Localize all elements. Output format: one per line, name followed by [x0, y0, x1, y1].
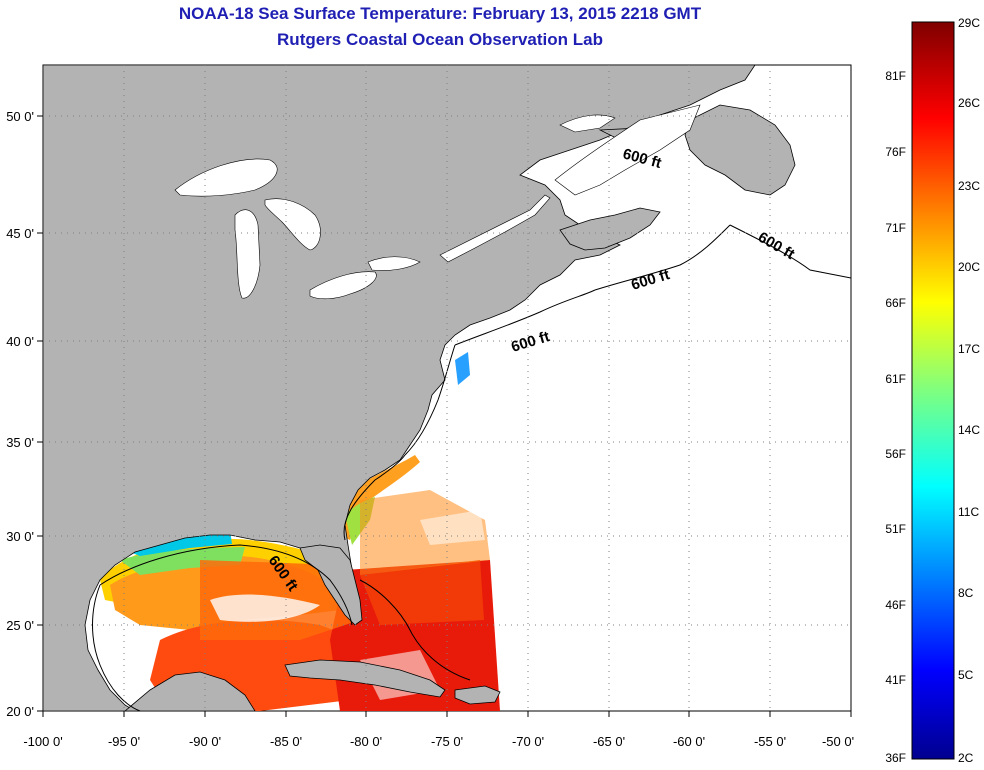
colorbar-label-celsius: 23C [958, 179, 980, 193]
lat-tick-label: 45 0' [6, 226, 34, 241]
colorbar-label-celsius: 26C [958, 96, 980, 110]
map-title: NOAA-18 Sea Surface Temperature: Februar… [178, 4, 702, 23]
map-subtitle: Rutgers Coastal Ocean Observation Lab [277, 30, 603, 49]
lon-tick-label: -65 0' [593, 734, 625, 749]
temperature-colorbar [911, 21, 955, 760]
lon-tick-label: -50 0' [822, 734, 854, 749]
colorbar-label-fahrenheit: 41F [885, 673, 906, 687]
colorbar-label-celsius: 29C [958, 16, 980, 30]
colorbar-label-fahrenheit: 81F [885, 69, 906, 83]
lat-tick-label: 40 0' [6, 334, 34, 349]
isobath-lines [92, 224, 851, 711]
colorbar-label-fahrenheit: 76F [885, 145, 906, 159]
lon-tick-label: -75 0' [431, 734, 463, 749]
lon-tick-label: -70 0' [512, 734, 544, 749]
colorbar-label-fahrenheit: 51F [885, 522, 906, 536]
colorbar-label-celsius: 8C [958, 586, 974, 600]
colorbar-label-celsius: 14C [958, 423, 980, 437]
colorbar-label-celsius: 20C [958, 260, 980, 274]
lon-tick-label: -55 0' [754, 734, 786, 749]
lat-tick-label: 25 0' [6, 618, 34, 633]
colorbar-label-fahrenheit: 36F [885, 751, 906, 765]
colorbar-label-fahrenheit: 56F [885, 447, 906, 461]
lon-tick-label: -85 0' [270, 734, 302, 749]
colorbar-label-celsius: 17C [958, 342, 980, 356]
lon-tick-label: -90 0' [189, 734, 221, 749]
colorbar-label-celsius: 5C [958, 668, 974, 682]
lon-tick-label: -80 0' [350, 734, 382, 749]
lat-tick-label: 35 0' [6, 435, 34, 450]
colorbar-label-fahrenheit: 71F [885, 221, 906, 235]
colorbar-label-fahrenheit: 61F [885, 372, 906, 386]
lon-tick-label: -95 0' [108, 734, 140, 749]
lon-tick-label: -100 0' [23, 734, 62, 749]
colorbar-label-fahrenheit: 66F [885, 296, 906, 310]
colorbar-label-celsius: 11C [958, 505, 979, 519]
colorbar-label-fahrenheit: 46F [885, 598, 906, 612]
lakes-layer [174, 104, 701, 300]
colorbar-label-celsius: 2C [958, 751, 974, 765]
lon-tick-label: -60 0' [673, 734, 705, 749]
lat-tick-label: 20 0' [6, 704, 34, 719]
lat-tick-label: 30 0' [6, 529, 34, 544]
lat-tick-label: 50 0' [6, 109, 34, 124]
sst-data-layer [100, 352, 500, 711]
